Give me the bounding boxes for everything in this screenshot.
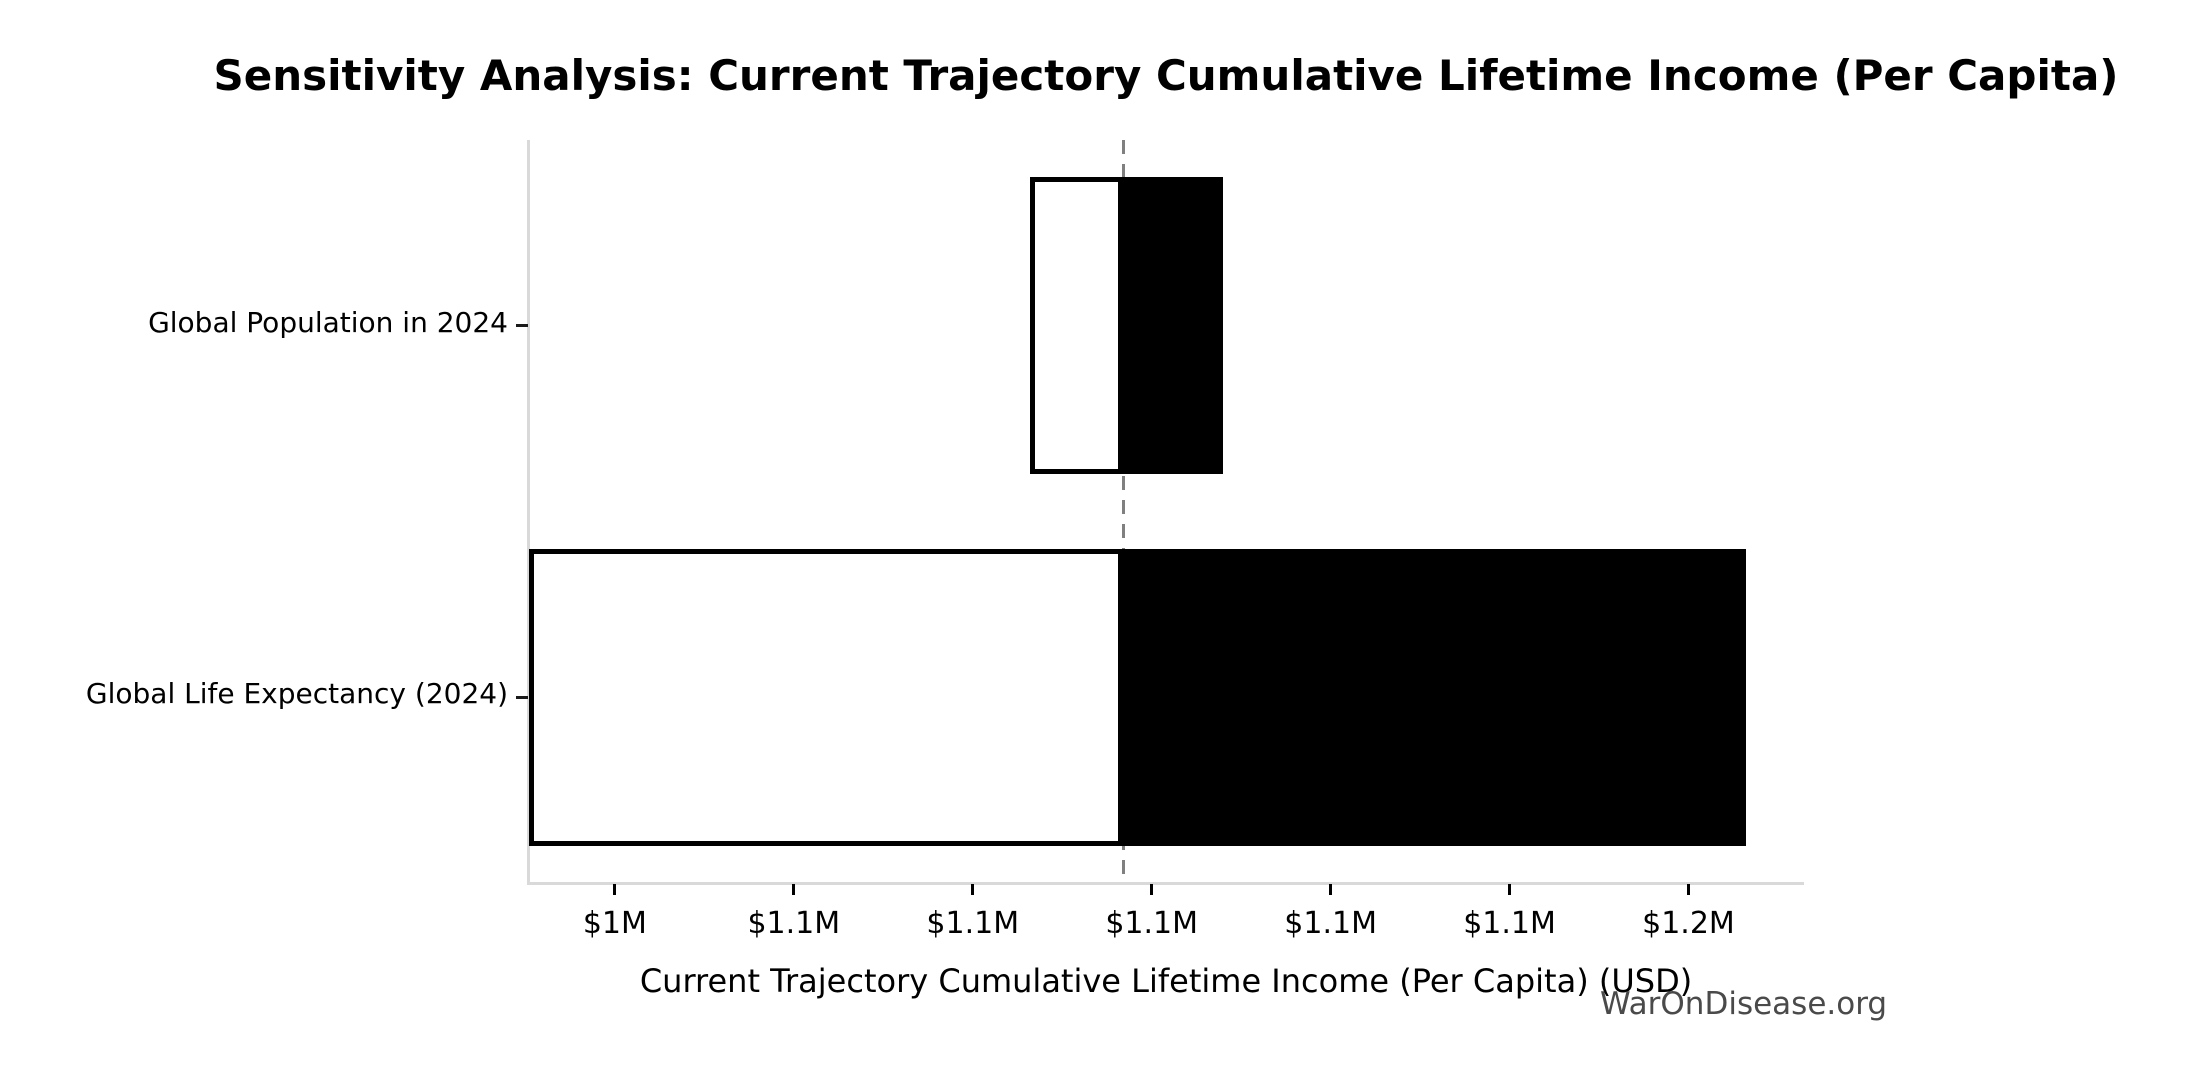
watermark: WarOnDisease.org — [1600, 986, 1888, 1022]
x-tick-label: $1.1M — [747, 906, 841, 941]
x-axis-spine — [527, 882, 1804, 885]
x-axis-label: Current Trajectory Cumulative Lifetime I… — [639, 962, 1693, 1000]
baseline-dashed-line — [1121, 140, 1125, 883]
x-tick-mark — [1329, 884, 1333, 895]
x-tick-label: $1.1M — [1284, 906, 1377, 941]
sensitivity-bar-low — [529, 548, 1124, 846]
x-tick-label: $1.2M — [1642, 906, 1735, 941]
x-tick-mark — [613, 884, 617, 895]
x-tick-mark — [971, 884, 975, 895]
sensitivity-bar-high — [1123, 548, 1746, 846]
x-tick-mark — [1686, 884, 1690, 895]
x-tick-label: $1M — [582, 906, 647, 941]
sensitivity-bar-low — [1030, 177, 1124, 475]
plot-area: $1M $1.1M $1.1M $1.1M $1.1M $1.1M $1.2M — [527, 140, 1804, 941]
x-tick-mark — [792, 884, 796, 895]
y-axis-spine — [527, 140, 530, 883]
category-label: Global Life Expectancy (2024) — [85, 677, 508, 711]
category-label: Global Population in 2024 — [148, 305, 508, 339]
y-tick-mark — [516, 324, 528, 328]
y-tick-mark — [516, 695, 528, 699]
chart-title: Sensitivity Analysis: Current Trajectory… — [213, 51, 2119, 100]
x-tick-mark — [1508, 884, 1512, 895]
x-tick-mark — [1150, 884, 1154, 895]
sensitivity-bar-high — [1123, 177, 1224, 475]
x-tick-label: $1.1M — [926, 906, 1020, 941]
x-tick-label: $1.1M — [1463, 906, 1556, 941]
x-tick-label: $1.1M — [1105, 906, 1199, 941]
